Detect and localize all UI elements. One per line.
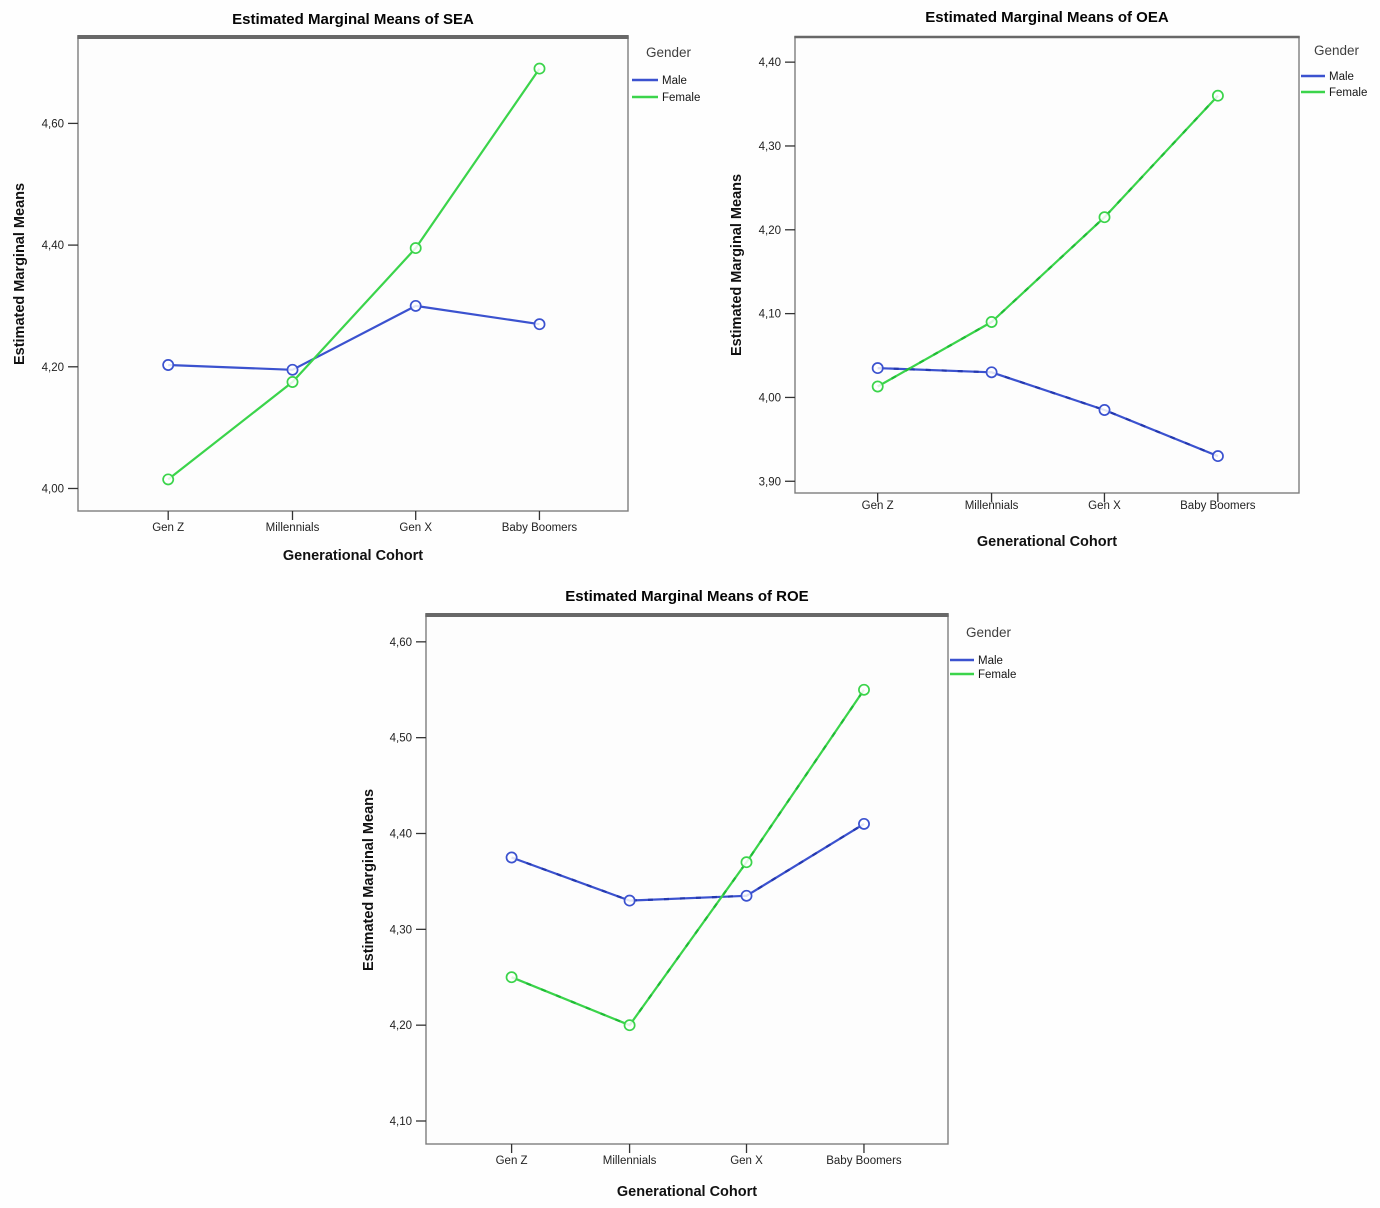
y-tick-label: 4,10 xyxy=(390,1116,412,1128)
data-point-marker xyxy=(858,817,870,830)
series-female xyxy=(871,89,1224,393)
data-point-marker xyxy=(871,380,884,393)
data-point-marker xyxy=(985,316,998,328)
y-tick-label: 4,50 xyxy=(390,733,412,745)
sea-chart: 4,00 4,20 4,40 4,60 Gen Z Millennials Gen X Bab… xyxy=(12,11,700,564)
x-axis-label: Generational Cohort xyxy=(283,548,423,564)
data-point-marker xyxy=(1211,89,1224,102)
male-series-line xyxy=(168,304,540,371)
legend-title: Gender xyxy=(1314,43,1360,58)
legend-title: Gender xyxy=(646,45,692,60)
x-category-label: Millennials xyxy=(603,1155,657,1167)
x-category-label: Gen X xyxy=(730,1155,763,1167)
data-point-marker xyxy=(1211,450,1224,463)
x-category-label: Gen X xyxy=(399,522,432,534)
y-tick-label: 4,00 xyxy=(42,483,64,495)
y-tick-label: 4,30 xyxy=(759,141,781,153)
x-category-label: Gen Z xyxy=(152,522,184,534)
legend-entry-label: Male xyxy=(1329,71,1354,83)
chart-title: Estimated Marginal Means of SEA xyxy=(232,11,474,28)
series-male xyxy=(505,817,870,907)
data-point-marker xyxy=(858,683,870,696)
y-tick-label: 4,40 xyxy=(42,240,64,252)
x-axis-label: Generational Cohort xyxy=(977,534,1117,550)
chart-title: Estimated Marginal Means of ROE xyxy=(565,588,808,605)
y-tick-label: 4,10 xyxy=(759,309,781,321)
data-point-marker xyxy=(286,363,299,376)
data-point-marker xyxy=(740,856,753,869)
male-series-line xyxy=(877,367,1219,458)
plot-area xyxy=(77,36,629,512)
data-point-marker xyxy=(1098,211,1111,224)
y-axis-label: Estimated Marginal Means xyxy=(729,174,745,356)
y-axis-label: Estimated Marginal Means xyxy=(361,789,377,971)
data-point-marker xyxy=(533,62,546,75)
x-category-label: Baby Boomers xyxy=(826,1155,902,1167)
legend-entry-label: Female xyxy=(662,92,700,104)
series-female xyxy=(505,683,870,1032)
data-point-marker xyxy=(286,376,299,388)
plot-area xyxy=(794,36,1300,494)
female-series-line xyxy=(167,67,541,481)
plot-area xyxy=(425,614,949,1145)
data-point-marker xyxy=(409,242,422,255)
y-tick-label: 4,00 xyxy=(759,392,781,404)
y-tick-label: 4,20 xyxy=(759,225,781,237)
y-tick-label: 4,20 xyxy=(42,362,64,374)
y-tick-label: 3,90 xyxy=(759,476,781,488)
y-tick-label: 4,40 xyxy=(759,57,781,69)
legend-entry-label: Female xyxy=(978,669,1016,681)
roe-chart: 4,10 4,20 4,30 4,40 4,50 4,60 Gen Z Millennials… xyxy=(361,588,1016,1200)
data-point-marker xyxy=(1098,404,1111,416)
series-male xyxy=(871,362,1224,463)
data-point-marker xyxy=(623,894,636,907)
female-series-dash-overlay xyxy=(877,94,1219,388)
y-tick-label: 4,60 xyxy=(390,637,412,649)
x-category-label: Baby Boomers xyxy=(502,522,578,534)
data-point-marker xyxy=(505,971,518,984)
series-male xyxy=(162,299,546,376)
female-series-dash-overlay xyxy=(511,689,865,1027)
legend-entry-label: Male xyxy=(978,655,1003,667)
y-tick-label: 4,60 xyxy=(42,118,64,130)
series-female xyxy=(162,62,546,486)
x-category-label: Millennials xyxy=(266,522,320,534)
male-series-line xyxy=(511,822,865,902)
y-tick-label: 4,30 xyxy=(390,924,412,936)
data-point-marker xyxy=(533,318,546,331)
x-category-label: Gen X xyxy=(1088,500,1121,512)
y-tick-label: 4,40 xyxy=(390,829,412,841)
x-axis-label: Generational Cohort xyxy=(617,1184,757,1200)
legend-title: Gender xyxy=(966,625,1012,640)
x-category-label: Millennials xyxy=(965,500,1019,512)
y-axis-label: Estimated Marginal Means xyxy=(12,183,28,365)
data-point-marker xyxy=(623,1019,636,1032)
data-point-marker xyxy=(409,299,422,312)
data-point-marker xyxy=(985,366,998,379)
chart-title: Estimated Marginal Means of OEA xyxy=(925,9,1169,26)
data-point-marker xyxy=(162,473,175,486)
data-point-marker xyxy=(871,362,884,375)
x-category-label: Gen Z xyxy=(862,500,894,512)
data-point-marker xyxy=(162,359,175,371)
legend-entry-label: Male xyxy=(662,75,687,87)
oea-chart: 3,90 4,00 4,10 4,20 4,30 4,40 Gen Z Millennials… xyxy=(729,9,1367,550)
y-tick-label: 4,20 xyxy=(390,1020,412,1032)
x-category-label: Gen Z xyxy=(496,1155,528,1167)
x-category-label: Baby Boomers xyxy=(1180,500,1256,512)
data-point-marker xyxy=(740,889,753,902)
data-point-marker xyxy=(505,851,518,864)
legend-entry-label: Female xyxy=(1329,87,1367,99)
